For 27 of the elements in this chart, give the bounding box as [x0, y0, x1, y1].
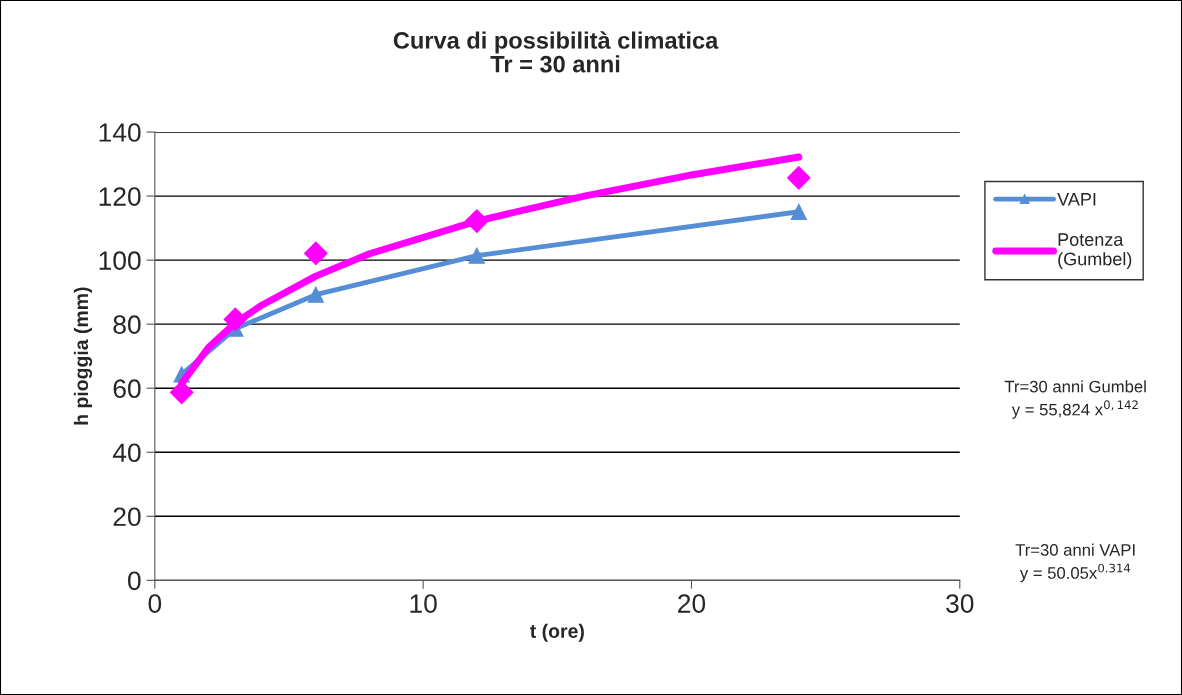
chart-title: Curva di possibilità climatica Tr = 30 anni [393, 31, 719, 73]
text: Tr=30 anni VAPI y = 50.05x$^{0.314}$ [1015, 543, 1135, 583]
text: Tr=30 anni Gumbel y = 55,824 x$^{0,142}$ [1004, 380, 1146, 419]
point [790, 203, 807, 220]
y-tick-label: 0 [128, 571, 141, 591]
y-tick-label: 100 [99, 251, 141, 270]
y-tick-label: 80 [113, 315, 141, 334]
point [223, 307, 248, 332]
x-tick-label: 20 [678, 594, 706, 613]
point [786, 166, 811, 190]
point [303, 241, 328, 266]
y-tick-label: 140 [99, 123, 141, 142]
x-axis-title: t (ore) [530, 623, 584, 642]
y-tick-label: 120 [99, 187, 141, 206]
y-tick-label: 60 [113, 379, 141, 399]
legend-label: Potenza (Gumbel) [1058, 233, 1132, 269]
y-tick-label: 40 [112, 443, 141, 463]
point [464, 209, 489, 233]
y-axis-title: h pioggia (mm) [73, 287, 93, 425]
legend-label: VAPI [1057, 193, 1096, 206]
point [468, 247, 485, 264]
point [307, 286, 324, 303]
x-tick-label: 30 [946, 594, 974, 613]
x-tick-label: 0 [148, 594, 162, 613]
x-tick-label: 10 [410, 594, 437, 613]
point [169, 380, 194, 405]
y-tick-label: 20 [113, 507, 141, 527]
